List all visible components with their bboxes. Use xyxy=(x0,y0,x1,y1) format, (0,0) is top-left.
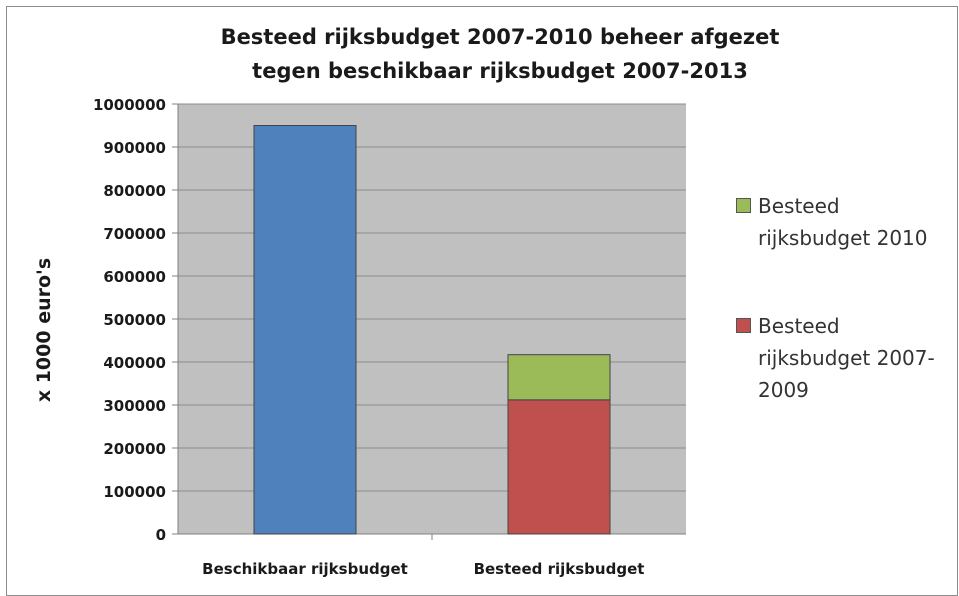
legend-label-line: Besteed xyxy=(758,194,840,218)
y-tick-label: 0 xyxy=(156,526,166,544)
legend-label-besteed-2007-2009: Besteed rijksbudget 2007- 2009 xyxy=(758,310,958,406)
y-tick-label: 300000 xyxy=(103,397,166,415)
legend-label-line: 2009 xyxy=(758,378,809,402)
y-tick-label: 700000 xyxy=(103,225,166,243)
legend-label-besteed-2010: Besteed rijksbudget 2010 xyxy=(758,190,958,254)
y-tick-label: 200000 xyxy=(103,440,166,458)
legend-swatch-besteed-2007-2009 xyxy=(736,318,751,333)
y-tick-label: 500000 xyxy=(103,311,166,329)
legend-label-line: Besteed xyxy=(758,314,840,338)
y-tick-label: 1000000 xyxy=(93,96,166,114)
y-tick-label: 600000 xyxy=(103,268,166,286)
chart-title-line-2: tegen beschikbaar rijksbudget 2007-2013 xyxy=(252,59,748,83)
y-tick-label: 100000 xyxy=(103,483,166,501)
bar-1-series-2 xyxy=(507,354,611,401)
chart-plot: 0 100000 200000 300000 400000 500000 600000 700… xyxy=(93,96,686,578)
legend-label-line: rijksbudget 2010 xyxy=(758,226,928,250)
y-tick-label: 900000 xyxy=(103,139,166,157)
y-tick-label: 800000 xyxy=(103,182,166,200)
chart-title: Besteed rijksbudget 2007-2010 beheer afg… xyxy=(180,20,820,88)
y-tick-label: 400000 xyxy=(103,354,166,372)
bar-0-series-0 xyxy=(253,125,357,535)
legend-swatch-besteed-2010 xyxy=(736,198,751,213)
legend-label-line: rijksbudget 2007- xyxy=(758,346,935,370)
x-tick-label: Beschikbaar rijksbudget xyxy=(202,560,408,578)
chart-title-line-1: Besteed rijksbudget 2007-2010 beheer afg… xyxy=(220,25,780,49)
bar-1-series-1 xyxy=(507,399,611,535)
x-tick-label: Besteed rijksbudget xyxy=(474,560,645,578)
